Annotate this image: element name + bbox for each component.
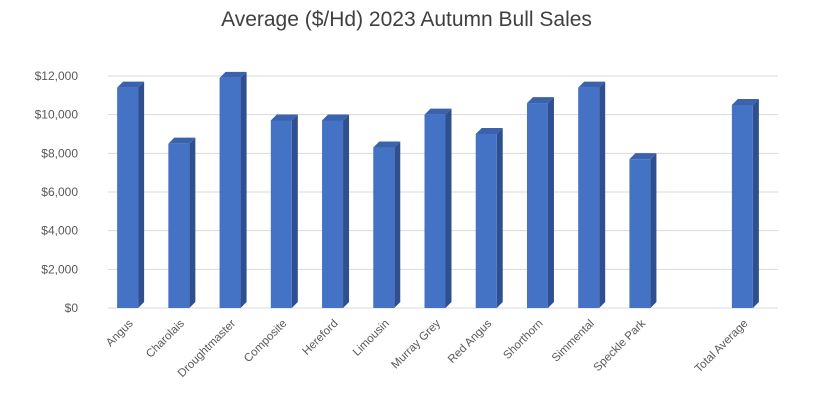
y-tick-label: $2,000 bbox=[41, 262, 78, 276]
bar-side bbox=[189, 137, 196, 308]
y-tick-label: $8,000 bbox=[41, 146, 78, 160]
bar-top bbox=[219, 71, 247, 78]
bar-top bbox=[322, 114, 350, 121]
x-tick-label: Charolais bbox=[144, 317, 187, 360]
bar-front bbox=[168, 143, 190, 308]
bar bbox=[117, 81, 145, 308]
bars bbox=[117, 71, 759, 309]
bar-front bbox=[373, 147, 395, 308]
bar-top bbox=[373, 141, 401, 148]
bar-front bbox=[270, 120, 292, 308]
bar bbox=[322, 114, 350, 308]
bar bbox=[270, 114, 298, 308]
bar-side bbox=[496, 128, 503, 308]
x-tick-label: Shorthorn bbox=[501, 318, 545, 362]
bar-side bbox=[394, 141, 401, 308]
y-tick-label: $6,000 bbox=[41, 185, 78, 199]
x-tick-label: Speckle Park bbox=[592, 317, 649, 374]
bar-side bbox=[547, 97, 554, 308]
chart-title: Average ($/Hd) 2023 Autumn Bull Sales bbox=[221, 8, 592, 31]
bar-top bbox=[117, 81, 145, 88]
bar bbox=[731, 99, 759, 308]
y-tick-label: $12,000 bbox=[35, 69, 79, 83]
bar bbox=[526, 97, 554, 308]
bar-front bbox=[219, 77, 241, 308]
x-tick-label: Limousin bbox=[351, 318, 392, 359]
x-tick-label: Total Average bbox=[693, 318, 751, 376]
x-tick-label: Angus bbox=[104, 317, 136, 349]
bar-front bbox=[322, 120, 344, 308]
bar-side bbox=[650, 153, 657, 308]
bar-top bbox=[270, 114, 298, 121]
x-tick-label: Red Angus bbox=[446, 317, 494, 365]
bar-front bbox=[731, 105, 753, 308]
bar-top bbox=[526, 97, 554, 104]
bar-front bbox=[475, 134, 497, 308]
bar bbox=[373, 141, 401, 308]
bar-front bbox=[424, 114, 446, 309]
bar-side bbox=[138, 81, 145, 308]
bar-side bbox=[752, 99, 759, 308]
x-tick-label: Hereford bbox=[301, 318, 341, 358]
x-tick-label: Simmental bbox=[550, 318, 597, 365]
bar-front bbox=[117, 87, 139, 308]
y-tick-label: $0 bbox=[65, 301, 79, 315]
bar bbox=[578, 81, 606, 308]
bar-side bbox=[291, 114, 298, 308]
bar-top bbox=[578, 81, 606, 88]
bar-front bbox=[578, 87, 600, 308]
x-tick-label: Murray Grey bbox=[389, 317, 443, 371]
y-tick-label: $10,000 bbox=[35, 108, 79, 122]
bar-top bbox=[475, 128, 503, 134]
bar-side bbox=[445, 108, 452, 309]
bar bbox=[424, 108, 452, 309]
x-tick-label: Composite bbox=[242, 318, 289, 365]
bar-top bbox=[731, 99, 759, 105]
bar-side bbox=[240, 71, 247, 308]
y-tick-label: $4,000 bbox=[41, 224, 78, 238]
bar bbox=[168, 137, 196, 308]
bar bbox=[475, 128, 503, 308]
bar bbox=[219, 71, 247, 308]
bar-side bbox=[599, 81, 606, 308]
y-axis-ticks: $0 $2,000 $4,000 $6,000 $8,000 $10,000 $12,000 bbox=[35, 69, 79, 315]
bar-top bbox=[629, 153, 657, 160]
bar-front bbox=[526, 103, 548, 308]
bar-top bbox=[168, 137, 196, 144]
bar-side bbox=[343, 114, 350, 308]
bar-front bbox=[629, 159, 651, 308]
bar bbox=[629, 153, 657, 308]
bar-top bbox=[424, 108, 452, 115]
